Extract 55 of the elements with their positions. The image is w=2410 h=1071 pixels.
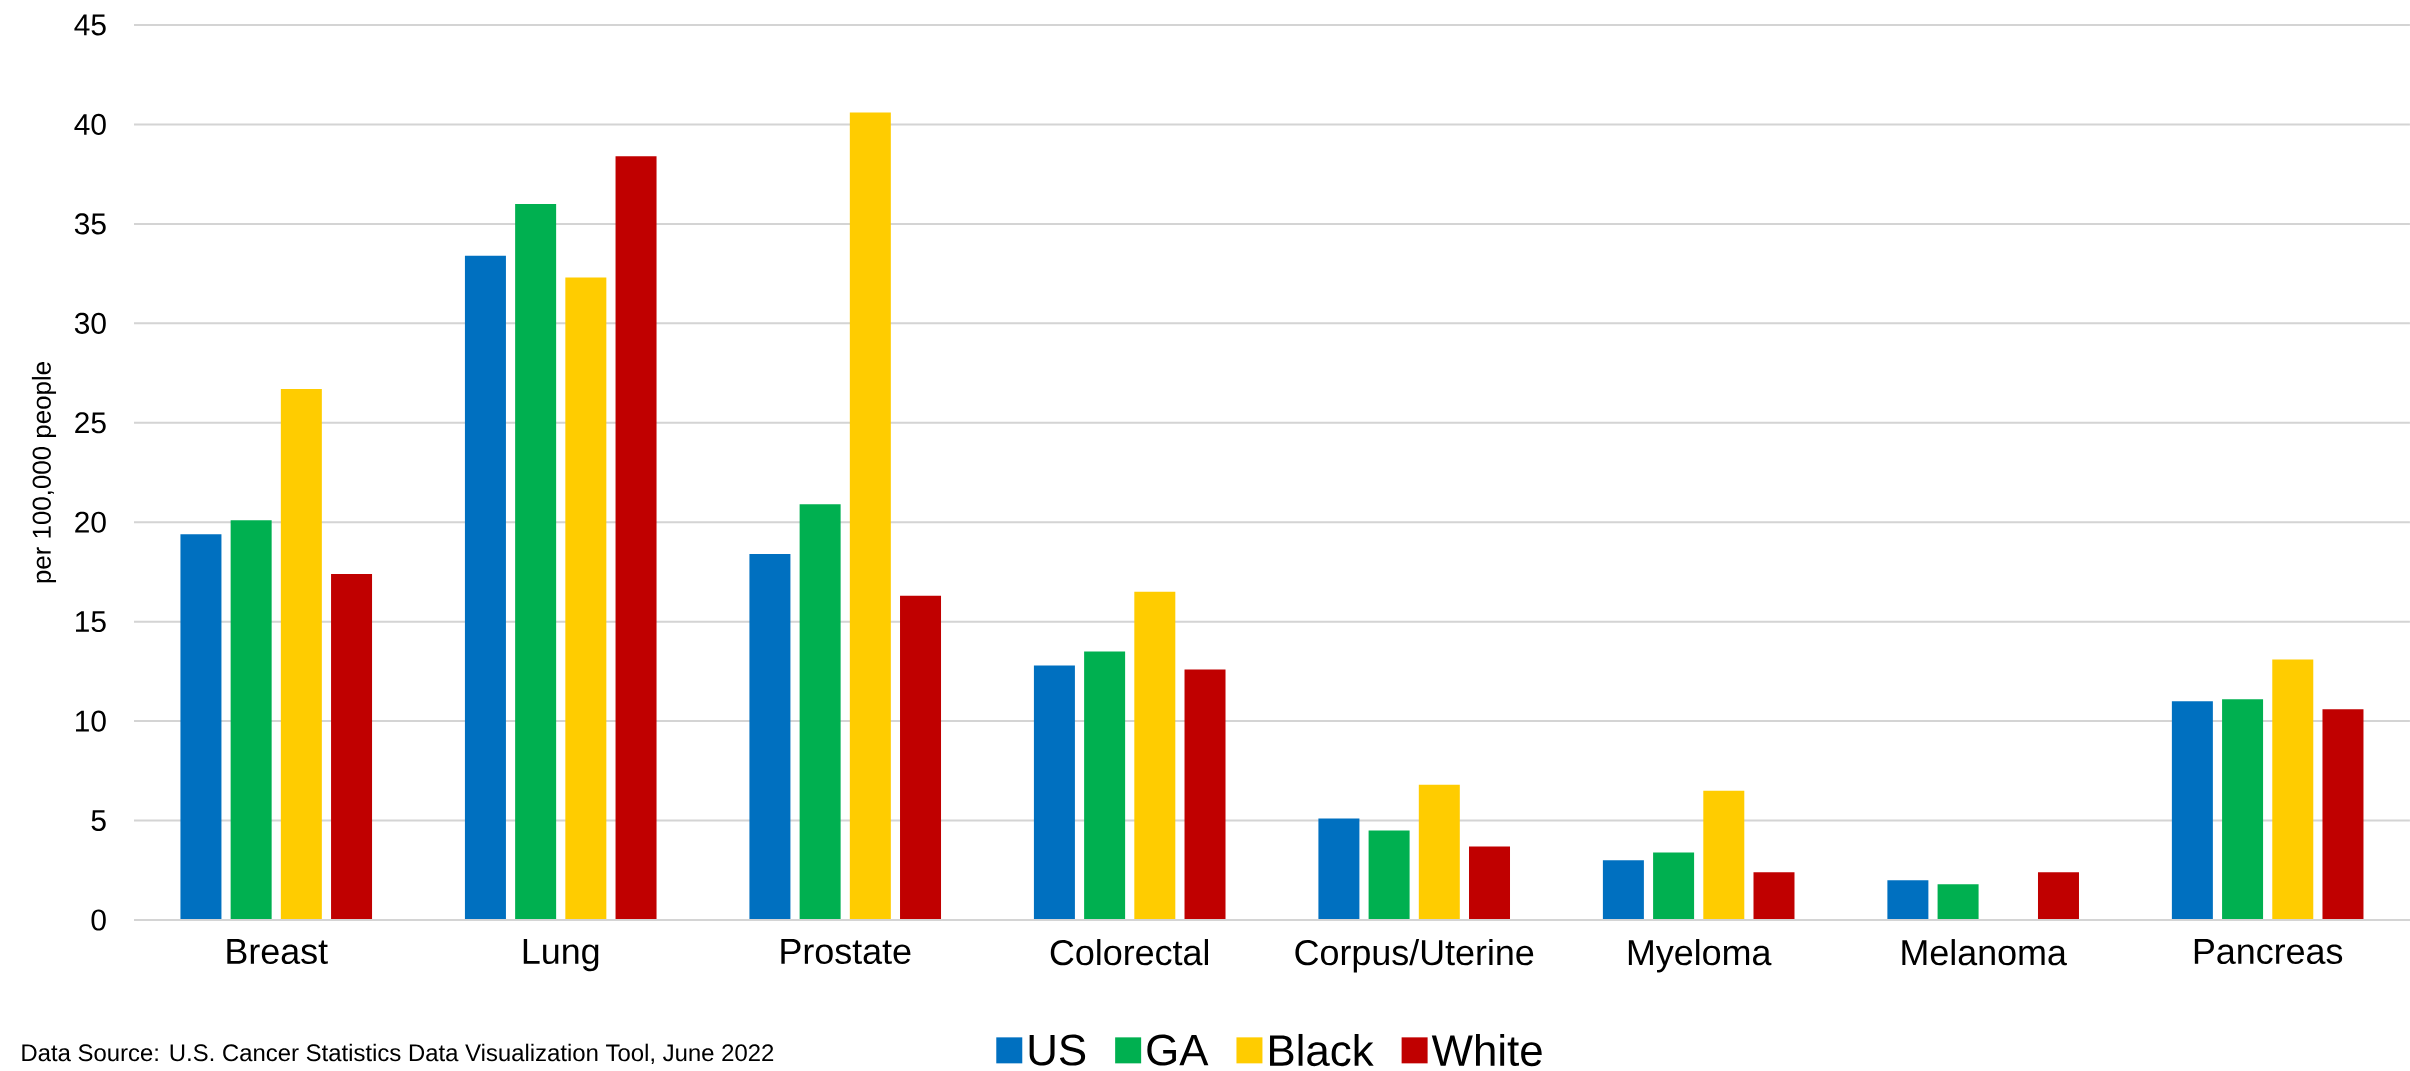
y-tick-label: 0 [91, 909, 106, 931]
bar [1084, 651, 1126, 920]
bar [2272, 659, 2314, 920]
bar [280, 388, 322, 920]
bar [749, 554, 791, 920]
y-tick-label: 30 [74, 312, 106, 334]
bar [1653, 852, 1695, 920]
x-tick-label: Pancreas [2194, 939, 2343, 965]
x-tick-label: Colorectal [1050, 939, 1209, 966]
bar [1033, 665, 1075, 920]
source-note: Data Source: U.S. Cancer Statistics Data Visualization Tool, June 2022 [22, 1043, 774, 1065]
bar [1602, 860, 1644, 920]
bar [180, 534, 222, 920]
bar [849, 112, 891, 920]
x-tick-label: Prostate [781, 939, 911, 965]
bar [1887, 880, 1929, 920]
bar [1753, 872, 1795, 920]
bar [1368, 830, 1410, 920]
bar [230, 520, 272, 920]
legend-label: White [1431, 1033, 1542, 1067]
bar [2037, 872, 2079, 920]
y-tick-label: 20 [75, 511, 106, 533]
y-axis-title: per 100,000 people [31, 362, 57, 583]
y-tick-label: 35 [74, 213, 106, 235]
bar [1184, 669, 1226, 920]
y-tick-label: 40 [74, 113, 106, 136]
x-tick-label: Myeloma [1628, 939, 1772, 973]
x-tick-label: Lung [523, 939, 599, 972]
bar [615, 156, 657, 920]
bar [1318, 818, 1360, 920]
y-tick-label: 10 [76, 710, 106, 732]
bar [1469, 846, 1511, 920]
y-tick-label: 45 [74, 14, 106, 36]
bar [1134, 591, 1176, 920]
legend-label: US [1029, 1034, 1086, 1066]
bar [331, 573, 373, 920]
bar [900, 595, 942, 920]
x-tick-label: Corpus/Uterine [1295, 939, 1534, 973]
x-tick-label: Breast [227, 939, 328, 965]
bar [464, 255, 506, 920]
x-tick-label: Melanoma [1902, 939, 2067, 966]
bar [515, 203, 557, 920]
bar [2222, 699, 2264, 920]
y-tick-label: 25 [75, 412, 106, 434]
y-tick-label: 15 [76, 611, 106, 633]
y-tick-label: 5 [91, 810, 106, 831]
bar [2171, 701, 2213, 920]
bar [799, 504, 841, 920]
bar [1703, 790, 1745, 920]
legend-label: GA [1147, 1034, 1209, 1066]
legend-label: Black [1270, 1033, 1374, 1067]
bar [565, 277, 607, 920]
bar [2322, 709, 2364, 920]
bar [1418, 784, 1460, 920]
bar [1937, 884, 1979, 920]
